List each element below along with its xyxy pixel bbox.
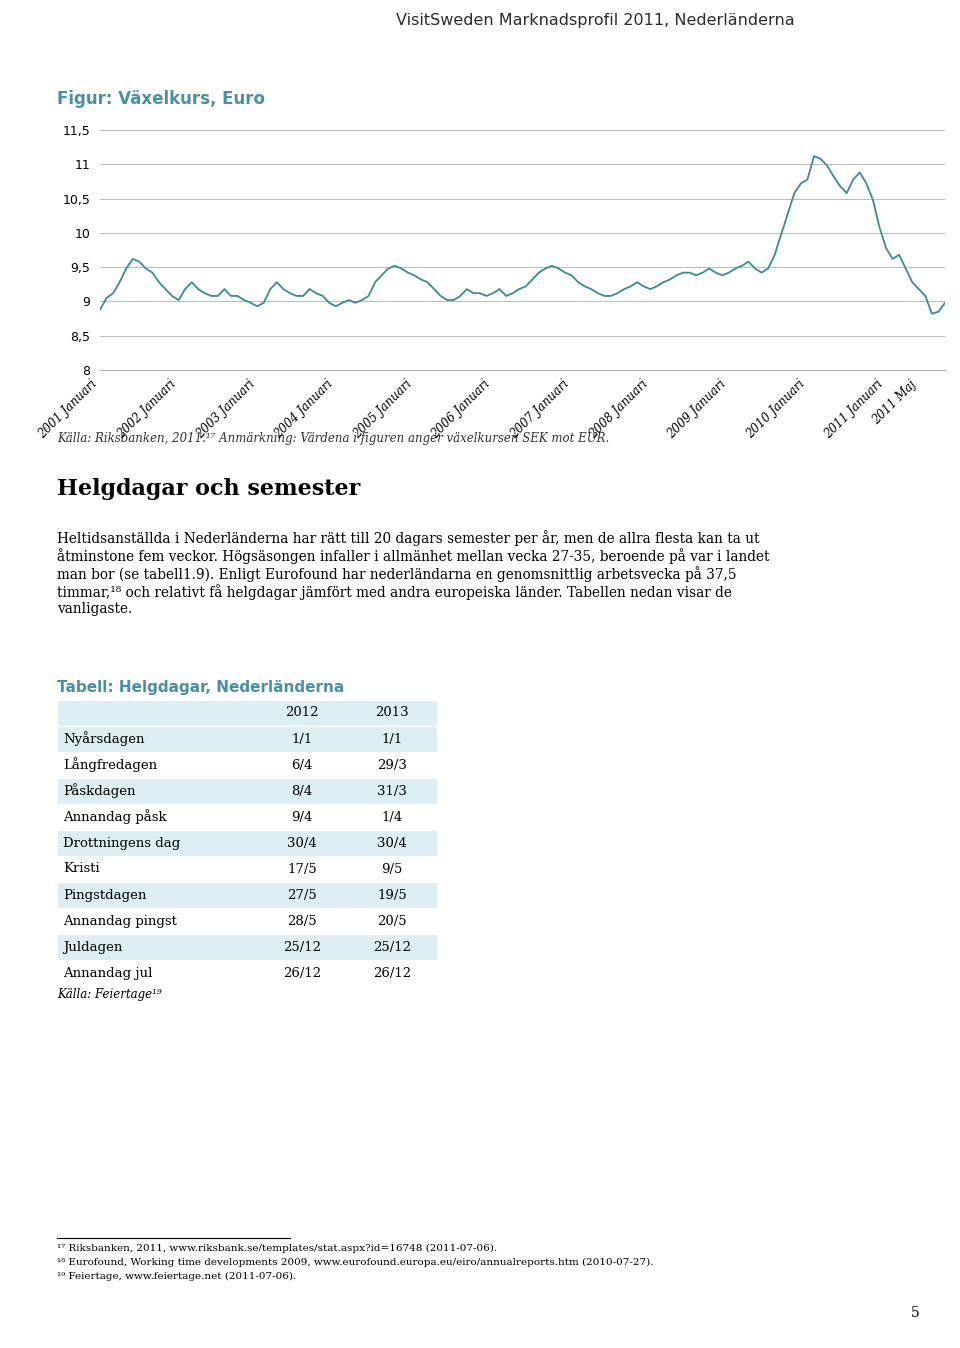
Text: åtminstone fem veckor. Högsäsongen infaller i allmänhet mellan vecka 27-35, bero: åtminstone fem veckor. Högsäsongen infal…	[57, 549, 770, 563]
Bar	[57, 856, 437, 882]
Text: 2012: 2012	[285, 706, 319, 720]
Bar	[57, 830, 437, 856]
Text: 5: 5	[911, 1306, 920, 1320]
Text: Långfredagen: Långfredagen	[63, 758, 157, 772]
Text: man bor (se tabell1.9). Enligt Eurofound har nederländarna en genomsnittlig arbe: man bor (se tabell1.9). Enligt Eurofound…	[57, 566, 736, 582]
Bar	[57, 882, 437, 909]
Text: 6/4: 6/4	[291, 759, 313, 771]
Text: Drottningens dag: Drottningens dag	[63, 837, 180, 849]
Text: 20/5: 20/5	[377, 914, 407, 927]
Text: 9/4: 9/4	[291, 810, 313, 824]
Text: 9/5: 9/5	[381, 863, 402, 875]
Bar	[57, 803, 437, 830]
Text: 2013: 2013	[375, 706, 409, 720]
Text: timmar,¹⁸ och relativt få helgdagar jämfört med andra europeiska länder. Tabelle: timmar,¹⁸ och relativt få helgdagar jämf…	[57, 584, 732, 600]
Text: 31/3: 31/3	[377, 785, 407, 798]
Text: Källa: Riksbanken, 2011.¹⁷ Anmärkning: Värdena i figuren anger växelkursen SEK m: Källa: Riksbanken, 2011.¹⁷ Anmärkning: V…	[57, 431, 610, 445]
Text: Påskdagen: Påskdagen	[63, 783, 135, 798]
Text: Annandag jul: Annandag jul	[63, 967, 153, 980]
Text: Annandag pingst: Annandag pingst	[63, 914, 177, 927]
Text: 26/12: 26/12	[372, 967, 411, 980]
Text: ¹⁹ Feiertage, www.feiertage.net (2011-07-06).: ¹⁹ Feiertage, www.feiertage.net (2011-07…	[57, 1273, 297, 1281]
Text: 27/5: 27/5	[287, 888, 317, 902]
Text: vanligaste.: vanligaste.	[57, 603, 132, 616]
Bar	[57, 752, 437, 778]
Text: 28/5: 28/5	[287, 914, 317, 927]
Text: Pingstdagen: Pingstdagen	[63, 888, 146, 902]
Text: Heltidsanställda i Nederländerna har rätt till 20 dagars semester per år, men de: Heltidsanställda i Nederländerna har rät…	[57, 530, 759, 546]
Text: Helgdagar och semester: Helgdagar och semester	[57, 479, 360, 500]
Text: Källa: Feiertage¹⁹: Källa: Feiertage¹⁹	[57, 988, 161, 1002]
Bar	[57, 727, 437, 752]
Text: 25/12: 25/12	[373, 941, 411, 953]
Bar	[57, 700, 437, 727]
Text: Tabell: Helgdagar, Nederländerna: Tabell: Helgdagar, Nederländerna	[57, 679, 345, 696]
Text: Kristi: Kristi	[63, 863, 100, 875]
Text: Figur: Växelkurs, Euro: Figur: Växelkurs, Euro	[57, 90, 265, 108]
Text: VisitSweden Marknadsprofil 2011, Nederländerna: VisitSweden Marknadsprofil 2011, Nederlä…	[396, 12, 795, 27]
Text: 30/4: 30/4	[377, 837, 407, 849]
Bar	[57, 934, 437, 960]
Text: 26/12: 26/12	[283, 967, 321, 980]
Text: 1/1: 1/1	[381, 732, 402, 745]
Text: ¹⁷ Riksbanken, 2011, www.riksbank.se/templates/stat.aspx?id=16748 (2011-07-06).: ¹⁷ Riksbanken, 2011, www.riksbank.se/tem…	[57, 1244, 497, 1254]
Text: Nyårsdagen: Nyårsdagen	[63, 732, 145, 747]
Text: 29/3: 29/3	[377, 759, 407, 771]
Text: Annandag påsk: Annandag påsk	[63, 810, 167, 825]
Bar	[57, 909, 437, 934]
Bar	[57, 778, 437, 803]
Text: 30/4: 30/4	[287, 837, 317, 849]
Text: ¹⁸ Eurofound, Working time developments 2009, www.eurofound.europa.eu/eiro/annua: ¹⁸ Eurofound, Working time developments …	[57, 1258, 654, 1267]
Text: 8/4: 8/4	[292, 785, 313, 798]
Text: 17/5: 17/5	[287, 863, 317, 875]
Text: 1/1: 1/1	[292, 732, 313, 745]
Text: 1/4: 1/4	[381, 810, 402, 824]
Text: Juldagen: Juldagen	[63, 941, 122, 953]
Text: 25/12: 25/12	[283, 941, 321, 953]
Text: 19/5: 19/5	[377, 888, 407, 902]
Bar	[57, 960, 437, 985]
